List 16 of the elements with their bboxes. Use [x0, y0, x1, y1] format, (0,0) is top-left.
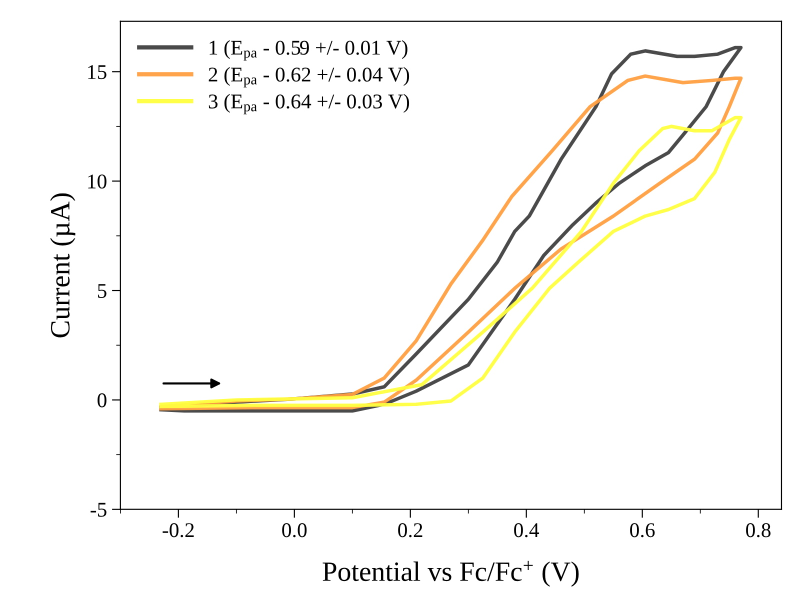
y-tick-label: -5 — [90, 502, 106, 517]
y-tick-label: 5 — [98, 284, 106, 298]
y-tick-label: 0 — [98, 393, 106, 408]
x-tick-label: -0.2 — [162, 523, 194, 538]
y-tick-label: 10 — [88, 174, 106, 189]
x-tick-label: 0.4 — [514, 523, 540, 538]
legend-label: 2 (E$_{pa}$ - 0.62 +/- 0.04 V) — [208, 66, 410, 88]
x-tick-label: 0.0 — [282, 523, 307, 538]
legend-label: 1 (E$_{pa}$ - 0.59 +/- 0.01 V) — [210, 40, 408, 61]
y-axis-title: Current (µA) — [50, 193, 76, 338]
x-axis-title: Potential vs Fc/Fc$^{+}$ (V) — [322, 560, 579, 587]
y-tick-label: 15 — [88, 65, 106, 80]
legend-label: 3 (E$_{pa}$ - 0.64 +/- 0.03 V) — [208, 94, 410, 114]
x-tick-label: 0.8 — [746, 523, 771, 538]
x-tick-label: 0.6 — [630, 523, 655, 538]
x-tick-label: 0.2 — [398, 523, 422, 538]
